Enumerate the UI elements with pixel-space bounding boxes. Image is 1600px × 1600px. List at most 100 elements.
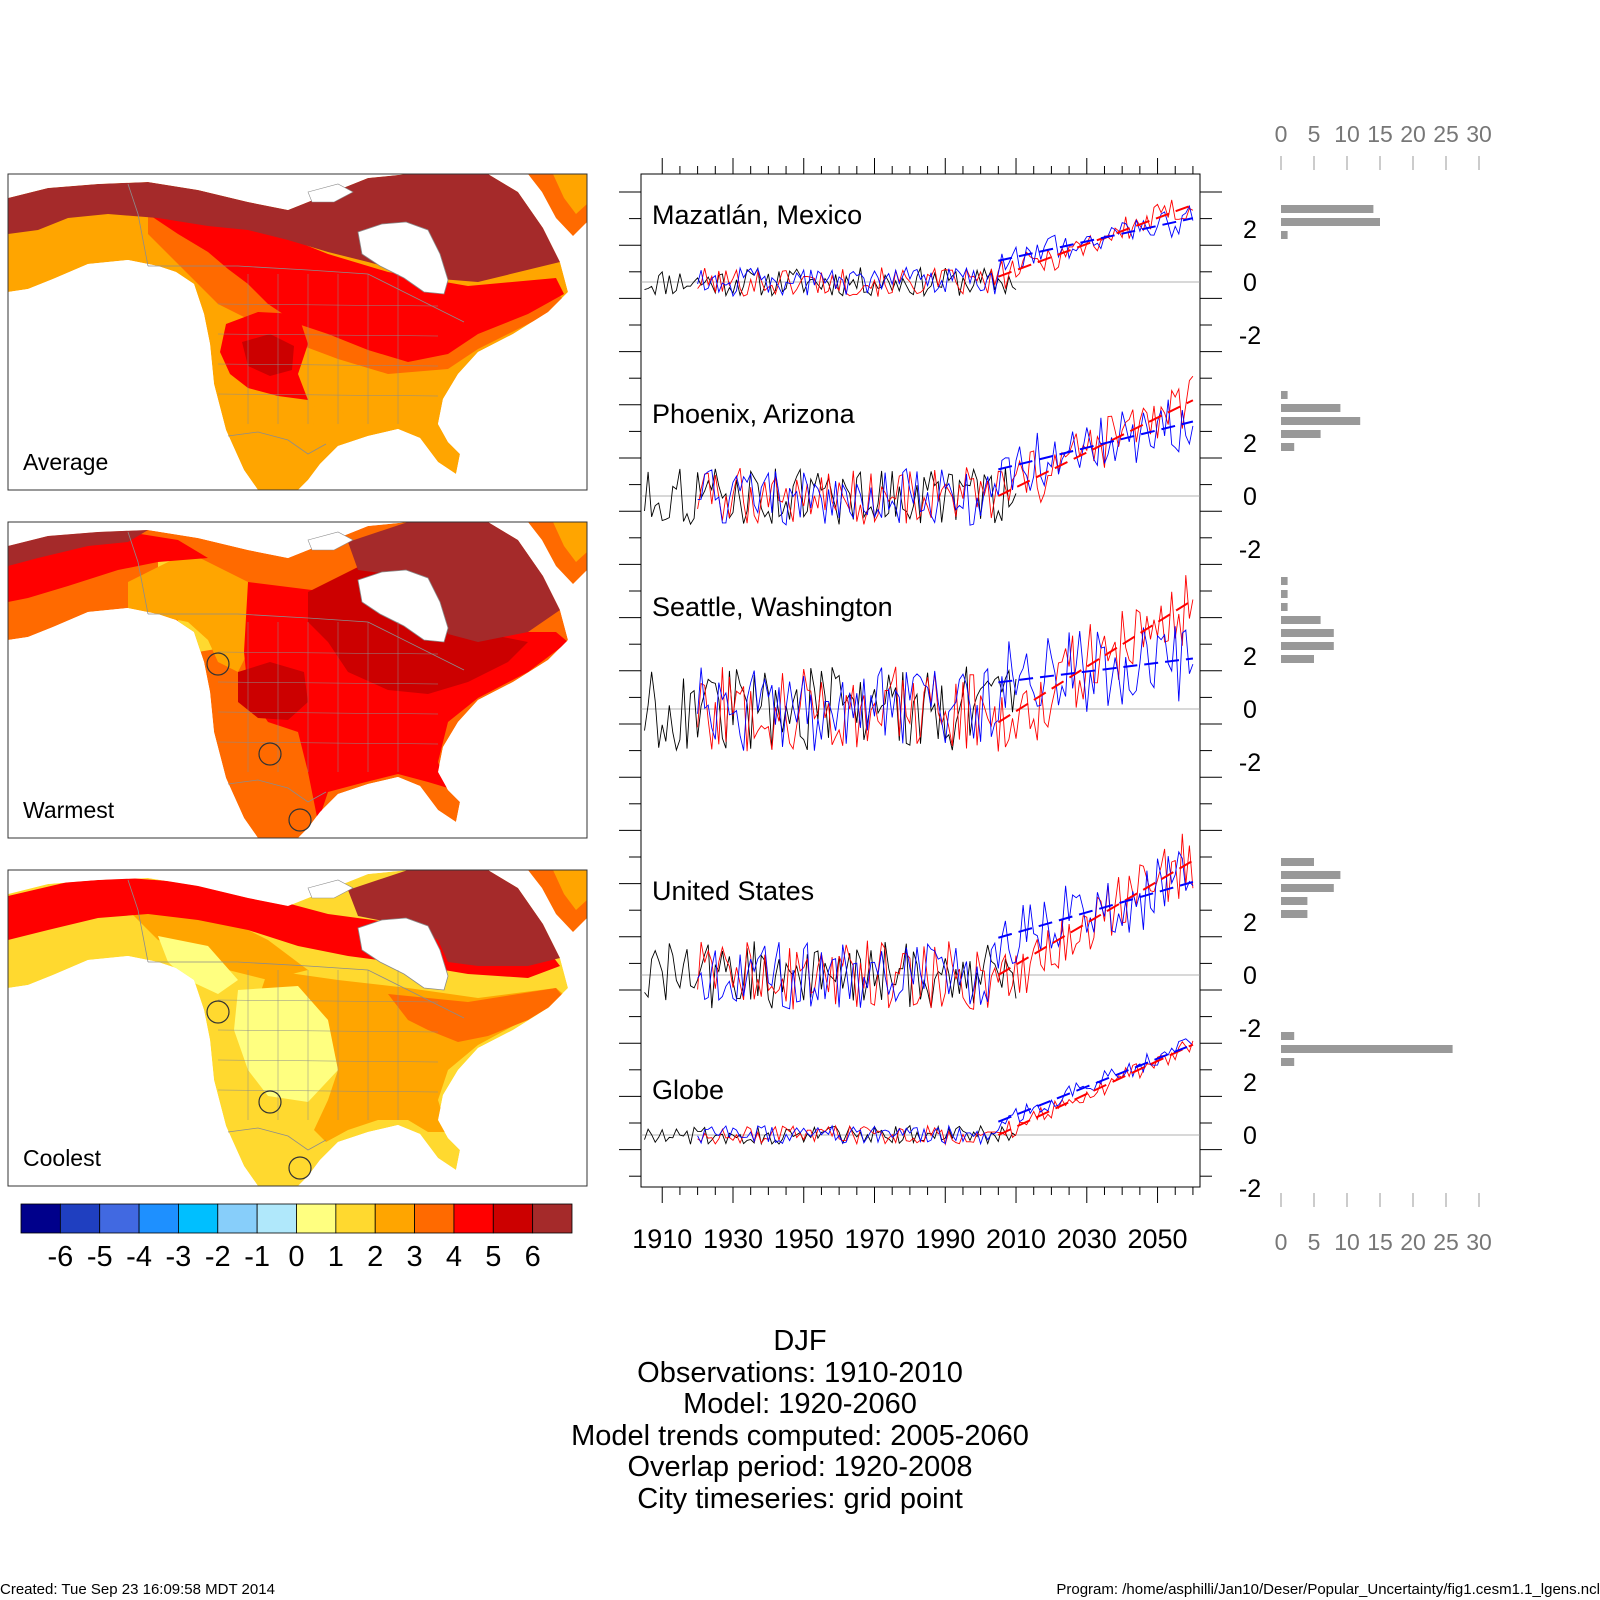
timeseries-title: Phoenix, Arizona <box>652 399 856 429</box>
hist-tick-label-bottom: 20 <box>1400 1229 1426 1255</box>
timeseries-title: Globe <box>652 1075 724 1105</box>
trend-coolest <box>998 217 1194 262</box>
hist-tick-label-bottom: 10 <box>1334 1229 1360 1255</box>
colorbar-label: 5 <box>485 1241 501 1273</box>
hist-bar <box>1281 871 1341 879</box>
series-coolest <box>697 204 1194 298</box>
hist-bar <box>1281 231 1288 239</box>
hist-bar <box>1281 629 1334 637</box>
y-tick-label: 0 <box>1243 483 1257 511</box>
colorbar-label: 3 <box>407 1241 423 1273</box>
colorbar-swatch <box>414 1203 455 1234</box>
map-state-line <box>217 333 439 337</box>
trend-coolest <box>998 420 1194 471</box>
timeseries-panel: 1910 1930 1950 1970 1990 2010 2030 2050 2 0 -2 Maza… <box>619 158 1261 1254</box>
hist-bar <box>1281 443 1295 451</box>
y-tick-label: -2 <box>1239 749 1261 777</box>
city-marker <box>206 652 230 676</box>
map-greenland-interior <box>553 870 587 910</box>
colorbar-label: 6 <box>525 1241 541 1273</box>
colorbar-label: -4 <box>126 1241 152 1273</box>
map-state-line <box>217 303 439 307</box>
hist-tick-label-bottom: 5 <box>1308 1229 1321 1255</box>
map-water <box>307 183 354 203</box>
timeseries-mazatl-n-mexico: 2 0 -2 Mazatlán, Mexico <box>641 199 1261 350</box>
map-contour-region <box>234 986 338 1102</box>
map-panels: Average Warmest Coolest <box>7 173 588 1187</box>
city-marker <box>258 742 282 766</box>
map-hudson-bay <box>357 917 449 991</box>
y-tick-label: -2 <box>1239 1175 1261 1203</box>
hist-tick-label-top: 20 <box>1400 121 1426 147</box>
y-tick-label: -2 <box>1239 1015 1261 1043</box>
colorbar-swatch <box>374 1203 415 1234</box>
trend-warmest <box>997 859 1194 976</box>
series-warmest <box>697 1040 1194 1146</box>
map-state-line <box>217 1089 439 1093</box>
footer-created: Created: Tue Sep 23 16:09:58 MDT 2014 <box>0 1581 275 1598</box>
hist-bar <box>1281 616 1321 624</box>
map-land <box>8 174 568 490</box>
hist-bar <box>1281 590 1288 598</box>
colorbar-swatch <box>532 1203 573 1234</box>
hist-bar <box>1281 1045 1453 1053</box>
hist-bar <box>1281 577 1288 585</box>
map-contour-region <box>348 870 560 966</box>
trend-warmest <box>997 399 1194 497</box>
hist-bar <box>1281 858 1314 866</box>
timeseries-title: United States <box>652 876 814 906</box>
hist-bar <box>1281 642 1334 650</box>
y-tick-label: -2 <box>1239 536 1261 564</box>
trend-warmest <box>997 599 1194 724</box>
map-water <box>307 531 354 551</box>
city-marker <box>288 1156 312 1180</box>
caption-overlap: Overlap period: 1920-2008 <box>627 1451 973 1483</box>
map-state-line <box>217 651 439 655</box>
map-border-alaska <box>127 531 149 615</box>
map-greenland-interior <box>553 174 587 214</box>
map-border-alaska <box>127 879 149 963</box>
trend-warmest <box>997 1043 1194 1136</box>
colorbar-label: -1 <box>244 1241 270 1273</box>
colorbar: -6 -5 -4 -3 -2 -1 0 1 2 3 4 5 6 <box>20 1203 573 1273</box>
caption-model-trends: Model trends computed: 2005-2060 <box>571 1419 1029 1452</box>
map-label: Warmest <box>23 797 115 823</box>
series-coolest <box>697 1038 1194 1146</box>
hist-bar <box>1281 897 1308 905</box>
timeseries-title: Seattle, Washington <box>652 592 893 622</box>
map-border-us-mexico <box>227 1127 327 1151</box>
map-state-line <box>217 741 439 745</box>
colorbar-swatch <box>217 1203 258 1234</box>
map-state-line <box>217 1029 439 1033</box>
map-contour-region <box>8 528 148 566</box>
caption-observations: Observations: 1910-2010 <box>637 1356 963 1389</box>
map-state-line <box>217 999 439 1003</box>
x-tick-label: 2050 <box>1128 1224 1188 1254</box>
map-label: Coolest <box>23 1145 102 1171</box>
colorbar-swatch <box>178 1203 219 1234</box>
map-label: Average <box>23 449 108 475</box>
city-marker <box>258 1090 282 1114</box>
y-tick-label: 2 <box>1243 430 1257 458</box>
map-contour-region <box>128 552 258 672</box>
trend-warmest <box>997 203 1194 278</box>
y-tick-label: 0 <box>1243 1122 1257 1150</box>
x-tick-label: 1970 <box>844 1224 904 1254</box>
y-tick-label: 0 <box>1243 696 1257 724</box>
hist-bar <box>1281 391 1288 399</box>
timeseries-seattle-washington: 2 0 -2 Seattle, Washington <box>641 575 1261 777</box>
x-tick-label: 1910 <box>632 1224 692 1254</box>
y-tick-label: 0 <box>1243 269 1257 297</box>
colorbar-swatch <box>99 1203 140 1234</box>
map-contour-region <box>388 988 564 1042</box>
series-observations <box>644 666 1017 752</box>
hist-bar <box>1281 417 1361 425</box>
trend-coolest <box>997 1043 1194 1123</box>
x-tick-label: 2010 <box>986 1224 1046 1254</box>
hist-bar <box>1281 205 1374 213</box>
colorbar-swatch <box>453 1203 494 1234</box>
hist-bar <box>1281 1032 1295 1040</box>
caption-model: Model: 1920-2060 <box>683 1388 917 1420</box>
hist-tick-label-top: 15 <box>1367 121 1393 147</box>
